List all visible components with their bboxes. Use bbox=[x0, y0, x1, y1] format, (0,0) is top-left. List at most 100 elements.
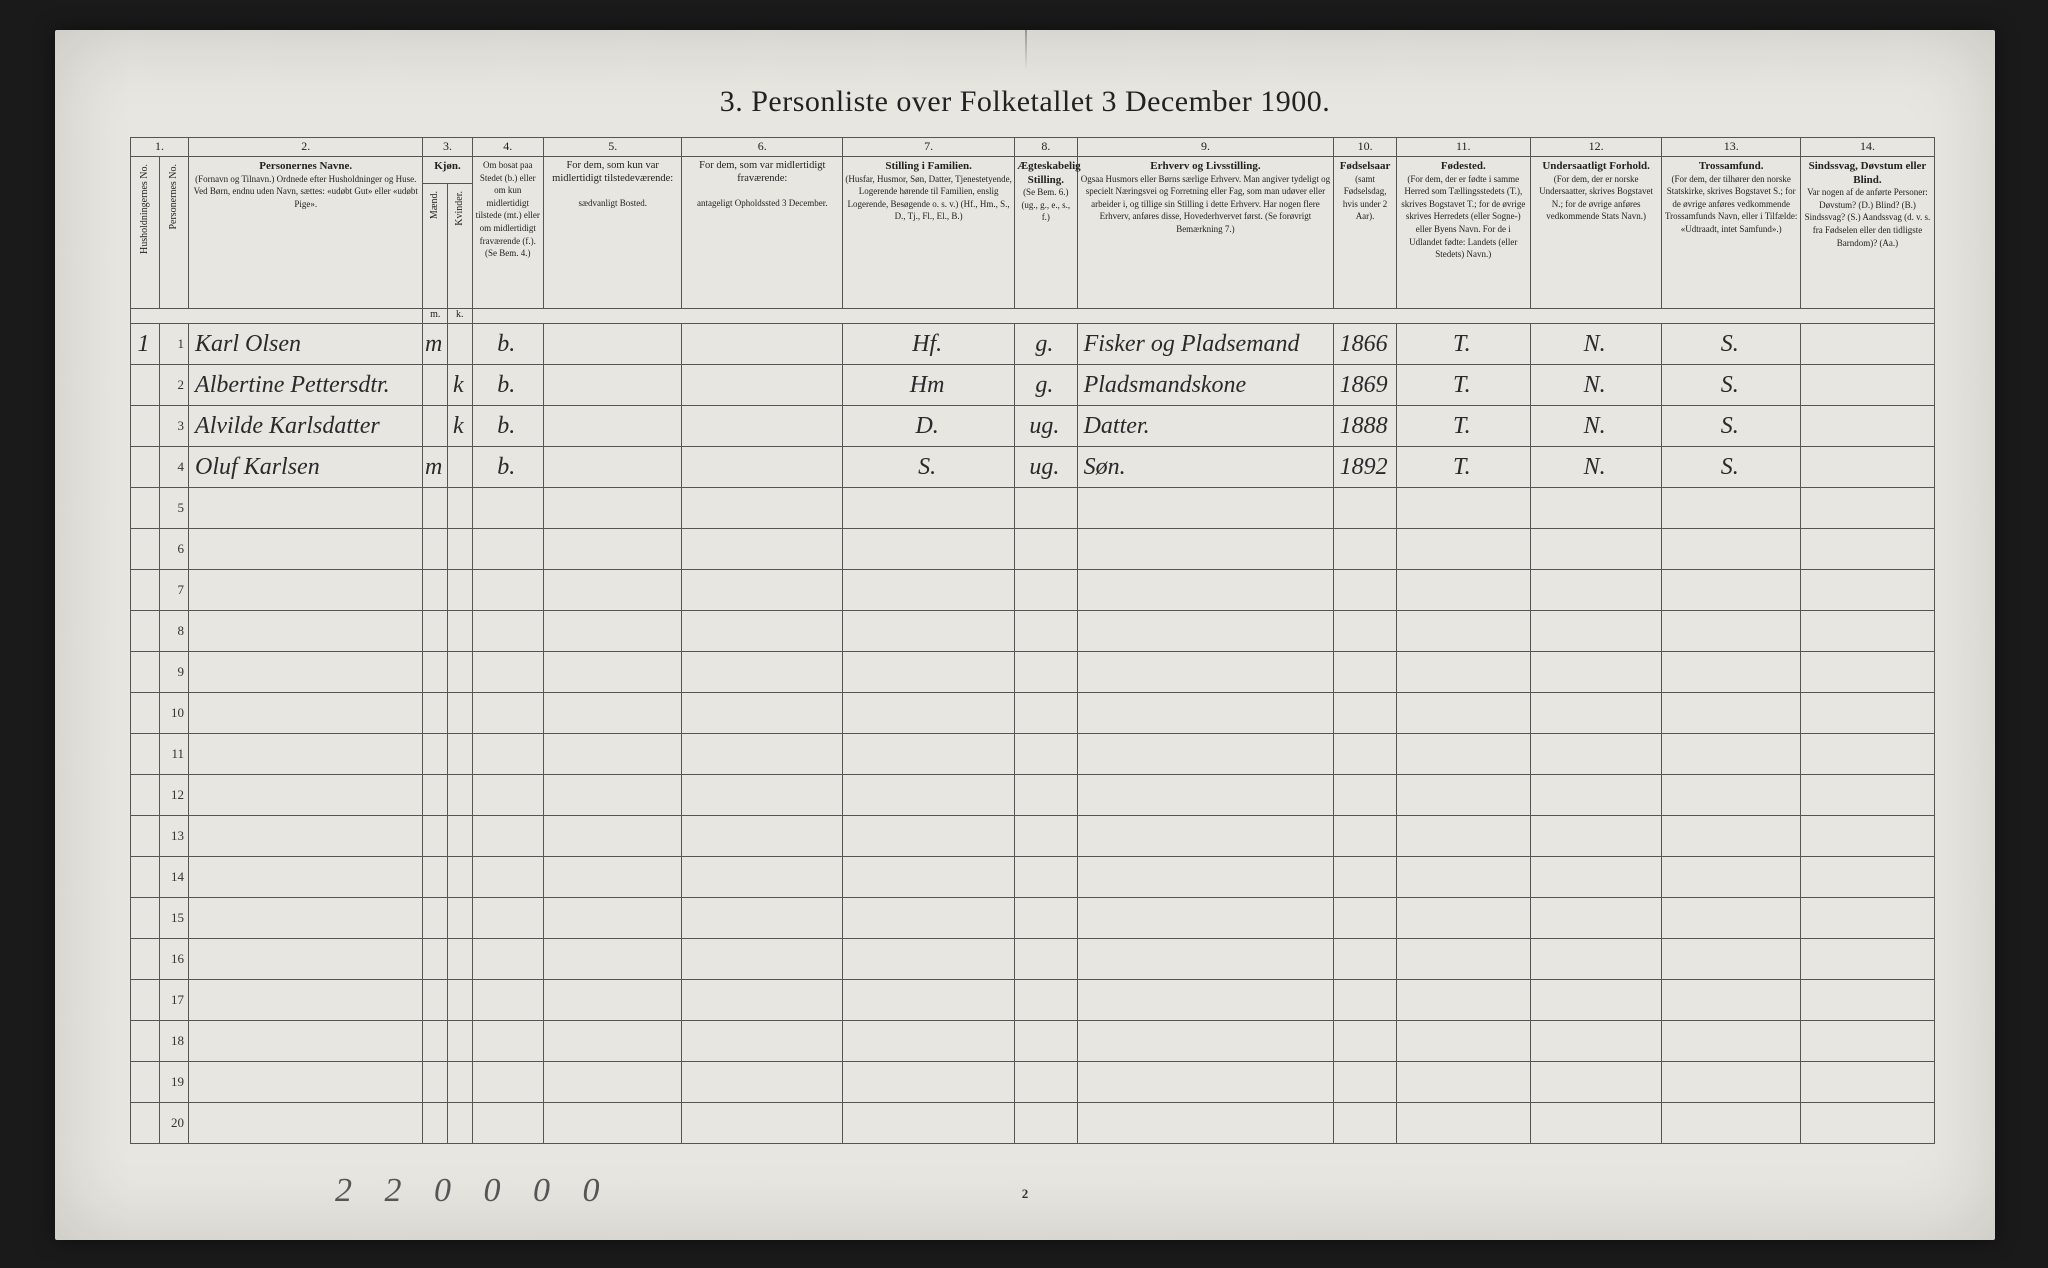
table-row: 4Oluf Karlsenmb.S.ug.Søn.1892T.N.S. bbox=[131, 447, 1935, 488]
header-row: Husholdningernes No. Personernes No. Per… bbox=[131, 157, 1935, 184]
footer-handwriting: 2 2 0 0 0 0 bbox=[335, 1172, 612, 1210]
head-trossamfund: Trossamfund. (For dem, der tilhører den … bbox=[1662, 157, 1800, 309]
cell-9: Datter. bbox=[1077, 406, 1334, 447]
cell-12: N. bbox=[1530, 447, 1662, 488]
cell-pno: 8 bbox=[160, 611, 189, 652]
head-stilling-familie: Stilling i Familien. (Husfar, Husmor, Sø… bbox=[843, 157, 1015, 309]
table-row: 11Karl Olsenmb.Hf.g.Fisker og Pladsemand… bbox=[131, 324, 1935, 365]
colnum-13: 13. bbox=[1662, 138, 1800, 157]
cell-name: Alvilde Karlsdatter bbox=[189, 406, 423, 447]
cell-12: N. bbox=[1530, 365, 1662, 406]
cell-11: T. bbox=[1396, 365, 1530, 406]
head-navne: Personernes Navne. (Fornavn og Tilnavn.)… bbox=[189, 157, 423, 309]
colnum-8: 8. bbox=[1015, 138, 1078, 157]
cell-bosat: b. bbox=[472, 324, 543, 365]
colnum-5: 5. bbox=[543, 138, 681, 157]
cell-kjon-m bbox=[423, 365, 448, 406]
cell-11: T. bbox=[1396, 324, 1530, 365]
cell-13: S. bbox=[1662, 365, 1800, 406]
cell-pno: 20 bbox=[160, 1103, 189, 1144]
head-kjon: Kjøn. bbox=[423, 157, 472, 184]
cell-13: S. bbox=[1662, 447, 1800, 488]
head-tilstede: For dem, som kun var midlertidigt tilste… bbox=[543, 157, 681, 309]
cell-10: 1892 bbox=[1334, 447, 1397, 488]
colnum-11: 11. bbox=[1396, 138, 1530, 157]
cell-14 bbox=[1800, 447, 1934, 488]
cell-pno: 19 bbox=[160, 1062, 189, 1103]
cell-pno: 16 bbox=[160, 939, 189, 980]
cell-hh bbox=[131, 365, 160, 406]
cell-pno: 13 bbox=[160, 816, 189, 857]
cell-name: Albertine Pettersdtr. bbox=[189, 365, 423, 406]
cell-kjon-k bbox=[448, 447, 473, 488]
cell-pno: 15 bbox=[160, 898, 189, 939]
table-row-empty: 13 bbox=[131, 816, 1935, 857]
table-row-empty: 8 bbox=[131, 611, 1935, 652]
cell-hh bbox=[131, 447, 160, 488]
cell-7: D. bbox=[843, 406, 1015, 447]
page-title: 3. Personliste over Folketallet 3 Decemb… bbox=[55, 30, 1995, 137]
head-personno: Personernes No. bbox=[160, 157, 189, 309]
head-husholdning: Husholdningernes No. bbox=[131, 157, 160, 309]
cell-14 bbox=[1800, 324, 1934, 365]
head-maend: Mænd. bbox=[423, 183, 448, 308]
cell-5 bbox=[543, 406, 681, 447]
table-row-empty: 9 bbox=[131, 652, 1935, 693]
cell-14 bbox=[1800, 406, 1934, 447]
cell-hh bbox=[131, 406, 160, 447]
cell-pno: 1 bbox=[160, 324, 189, 365]
cell-8: g. bbox=[1015, 365, 1078, 406]
cell-kjon-k: k bbox=[448, 365, 473, 406]
head-fodselsaar: Fødselsaar (samt Fødselsdag, hvis under … bbox=[1334, 157, 1397, 309]
table-row-empty: 19 bbox=[131, 1062, 1935, 1103]
colnum-3: 3. bbox=[423, 138, 472, 157]
cell-5 bbox=[543, 324, 681, 365]
head-fodested: Fødested. (For dem, der er fødte i samme… bbox=[1396, 157, 1530, 309]
cell-8: g. bbox=[1015, 324, 1078, 365]
table-row-empty: 17 bbox=[131, 980, 1935, 1021]
head-erhverv: Erhverv og Livsstilling. Ogsaa Husmors e… bbox=[1077, 157, 1334, 309]
cell-5 bbox=[543, 365, 681, 406]
cell-name: Karl Olsen bbox=[189, 324, 423, 365]
table-row-empty: 7 bbox=[131, 570, 1935, 611]
table-row-empty: 6 bbox=[131, 529, 1935, 570]
cell-kjon-k bbox=[448, 324, 473, 365]
head-undersaat: Undersaatligt Forhold. (For dem, der er … bbox=[1530, 157, 1662, 309]
table-row: 2Albertine Pettersdtr.kb.Hmg.Pladsmandsk… bbox=[131, 365, 1935, 406]
cell-6 bbox=[682, 406, 843, 447]
table-body: 11Karl Olsenmb.Hf.g.Fisker og Pladsemand… bbox=[131, 324, 1935, 1144]
table-row-empty: 10 bbox=[131, 693, 1935, 734]
table-row: 3Alvilde Karlsdatterkb.D.ug.Datter.1888T… bbox=[131, 406, 1935, 447]
cell-kjon-m: m bbox=[423, 324, 448, 365]
colnum-12: 12. bbox=[1530, 138, 1662, 157]
document-page: 3. Personliste over Folketallet 3 Decemb… bbox=[55, 30, 1995, 1240]
footer-page-number: 2 bbox=[1022, 1186, 1029, 1202]
mk-m: m. bbox=[423, 309, 448, 324]
cell-7: Hm bbox=[843, 365, 1015, 406]
cell-6 bbox=[682, 447, 843, 488]
colnum-7: 7. bbox=[843, 138, 1015, 157]
cell-12: N. bbox=[1530, 406, 1662, 447]
colnum-2: 2. bbox=[189, 138, 423, 157]
cell-pno: 10 bbox=[160, 693, 189, 734]
head-bosat: Om bosat paa Stedet (b.) eller om kun mi… bbox=[472, 157, 543, 309]
column-number-row: 1. 2. 3. 4. 5. 6. 7. 8. 9. 10. 11. 12. 1… bbox=[131, 138, 1935, 157]
cell-pno: 12 bbox=[160, 775, 189, 816]
table-row-empty: 15 bbox=[131, 898, 1935, 939]
cell-10: 1869 bbox=[1334, 365, 1397, 406]
table-row-empty: 12 bbox=[131, 775, 1935, 816]
cell-bosat: b. bbox=[472, 447, 543, 488]
cell-pno: 3 bbox=[160, 406, 189, 447]
cell-11: T. bbox=[1396, 406, 1530, 447]
cell-hh: 1 bbox=[131, 324, 160, 365]
cell-pno: 7 bbox=[160, 570, 189, 611]
cell-9: Fisker og Pladsemand bbox=[1077, 324, 1334, 365]
cell-9: Søn. bbox=[1077, 447, 1334, 488]
census-table: 1. 2. 3. 4. 5. 6. 7. 8. 9. 10. 11. 12. 1… bbox=[130, 137, 1935, 1144]
cell-10: 1866 bbox=[1334, 324, 1397, 365]
cell-5 bbox=[543, 447, 681, 488]
head-sindssvag: Sindssvag, Døvstum eller Blind. Var noge… bbox=[1800, 157, 1934, 309]
table-row-empty: 14 bbox=[131, 857, 1935, 898]
cell-12: N. bbox=[1530, 324, 1662, 365]
cell-kjon-k: k bbox=[448, 406, 473, 447]
